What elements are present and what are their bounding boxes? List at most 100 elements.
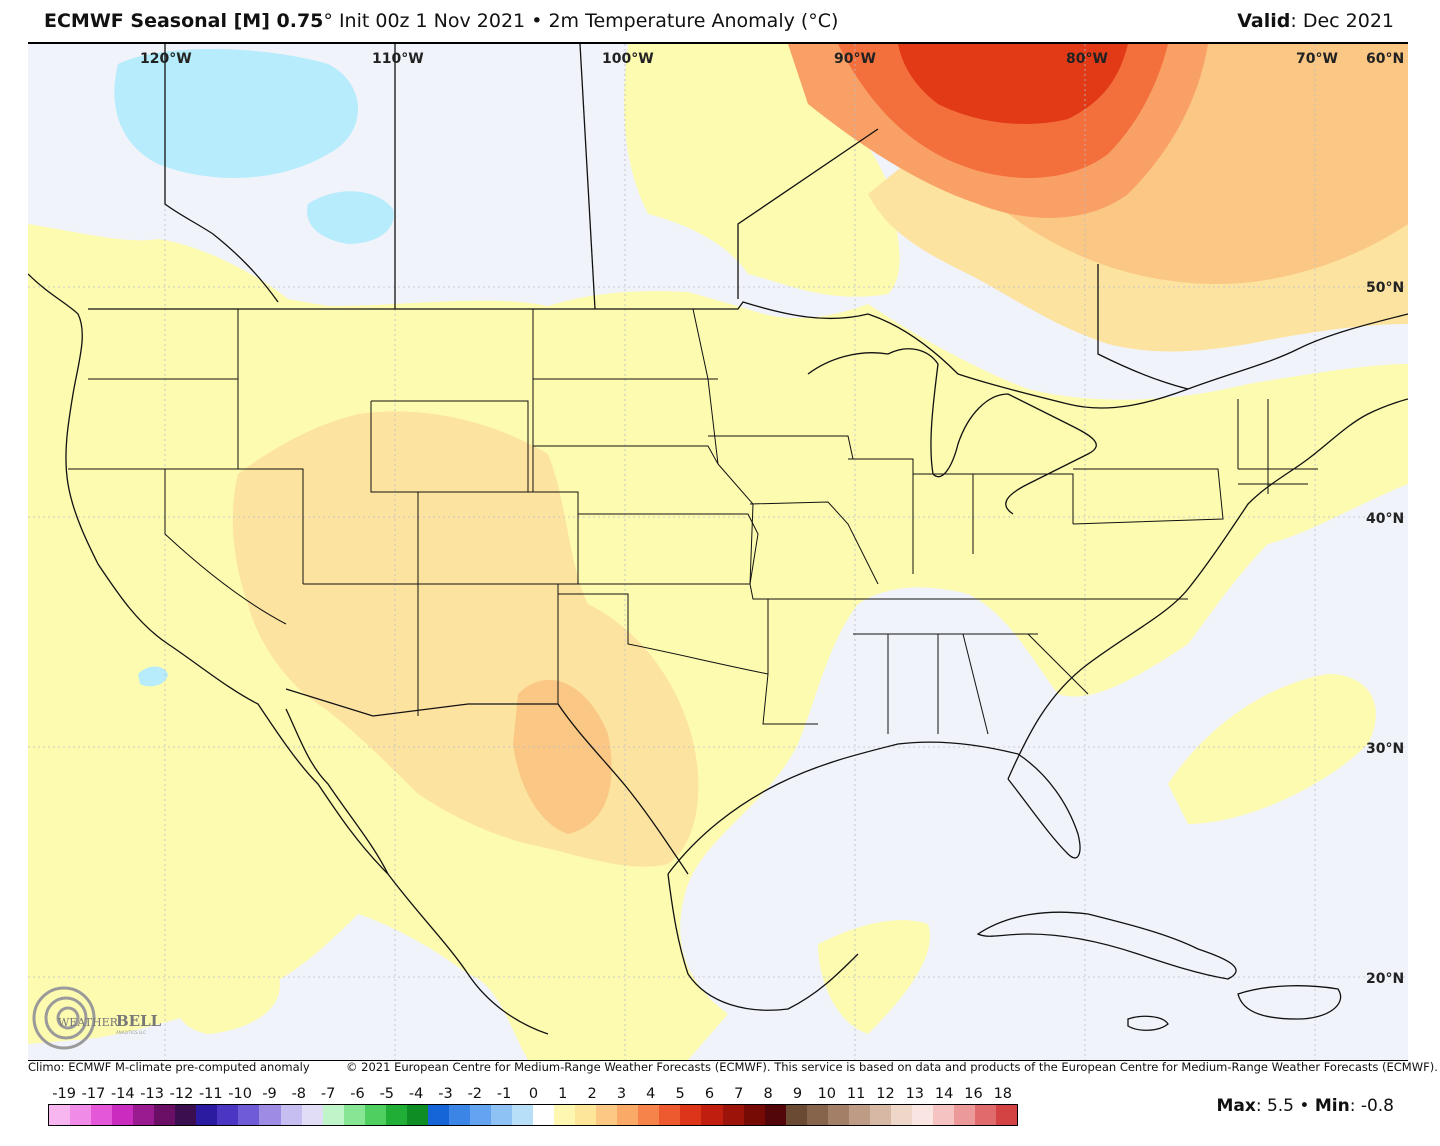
colorbar-swatch (743, 1105, 765, 1125)
colorbar-swatch (890, 1105, 912, 1125)
colorbar-swatch (806, 1105, 828, 1125)
copyright-credit: © 2021 European Centre for Medium-Range … (346, 1060, 1438, 1074)
colorbar-label: 14 (934, 1086, 954, 1102)
anomaly-region-neg-1-a (114, 49, 358, 178)
init-time: Init 00z 1 Nov 2021 (338, 10, 526, 32)
colorbar-swatch (954, 1105, 976, 1125)
colorbar-swatch (638, 1105, 660, 1125)
colorbar-swatch (469, 1105, 491, 1125)
max-value: : 5.5 (1255, 1096, 1294, 1116)
colorbar-label: -7 (320, 1086, 336, 1102)
colorbar-swatch (512, 1105, 534, 1125)
colorbar-label: -4 (408, 1086, 424, 1102)
colorbar-swatch (869, 1105, 891, 1125)
colorbar-label: 10 (817, 1086, 837, 1102)
colorbar-label: -11 (198, 1086, 223, 1102)
valid-label: Valid (1237, 10, 1291, 32)
colorbar-swatch (701, 1105, 723, 1125)
colorbar-swatch (533, 1105, 555, 1125)
lat-label-40n: 40°N (1366, 511, 1404, 527)
colorbar-swatch (785, 1105, 807, 1125)
colorbar-swatch (996, 1105, 1018, 1125)
lon-label-60n: 60°N (1366, 51, 1404, 67)
max-min-readout: Max: 5.5 • Min: -0.8 (1216, 1096, 1394, 1116)
logo-text-sub: ANALYTICS LLC (116, 1030, 146, 1035)
colorbar-swatch (133, 1105, 155, 1125)
colorbar-label: 4 (646, 1086, 656, 1102)
title-bullet: • (531, 10, 543, 32)
canada-province-on-qc (1097, 264, 1189, 390)
colorbar-swatch (343, 1105, 365, 1125)
colorbar-swatch (280, 1105, 302, 1125)
colorbar-swatch (722, 1105, 744, 1125)
anomaly-region-neg-1-b (307, 191, 394, 244)
colorbar-label: -6 (350, 1086, 365, 1102)
colorbar-label: -19 (52, 1086, 76, 1102)
mexico-gulf-coast (667, 873, 859, 1011)
map-gridlines (28, 44, 1408, 1060)
colorbar-label: 5 (675, 1086, 685, 1102)
colorbar-label: -3 (438, 1086, 453, 1102)
colorbar-label: 9 (792, 1086, 803, 1102)
colorbar-swatch (301, 1105, 323, 1125)
colorbar-label: -2 (467, 1086, 483, 1102)
colorbar-label: -13 (140, 1086, 164, 1102)
lat-label-20n: 20°N (1366, 971, 1404, 987)
colorbar-swatch (70, 1105, 92, 1125)
baja-coast (285, 708, 389, 875)
colorbar-label: -12 (169, 1086, 194, 1102)
colorbar-swatch (259, 1105, 281, 1125)
political-boundaries (28, 44, 1408, 1035)
colorbar-label: -8 (291, 1086, 307, 1102)
east-coast (1007, 398, 1408, 780)
colorbar-swatch (196, 1105, 218, 1125)
lon-label-80w: 80°W (1066, 51, 1108, 67)
colorbar-swatch (91, 1105, 113, 1125)
colorbar (48, 1104, 1018, 1126)
colorbar-swatch (448, 1105, 470, 1125)
jamaica (1127, 1015, 1169, 1031)
valid-value: : Dec 2021 (1290, 10, 1394, 32)
colorbar-swatch (680, 1105, 702, 1125)
colorbar-swatch (575, 1105, 597, 1125)
min-value: : -0.8 (1349, 1096, 1394, 1116)
colorbar-label: 16 (964, 1086, 983, 1102)
colorbar-swatch (764, 1105, 786, 1125)
canada-province-bc-ab (164, 44, 279, 303)
colorbar-label: 12 (876, 1086, 895, 1102)
colorbar-label: 1 (558, 1086, 568, 1102)
colorbar-swatch (154, 1105, 176, 1125)
max-label: Max (1216, 1096, 1256, 1116)
colorbar-label: -5 (379, 1086, 395, 1102)
valid-date: Valid: Dec 2021 (1237, 10, 1394, 32)
colorbar-label: -14 (110, 1086, 135, 1102)
stats-sep: • (1299, 1096, 1310, 1116)
colorbar-label: 13 (905, 1086, 925, 1102)
min-label: Min (1314, 1096, 1350, 1116)
colorbar-swatch (217, 1105, 239, 1125)
colorbar-label: 7 (734, 1086, 744, 1102)
colorbar-swatch (385, 1105, 407, 1125)
anomaly-region-0-1-pacific (174, 963, 280, 1034)
lat-label-50n: 50°N (1366, 280, 1404, 296)
anomaly-region-2-3 (513, 679, 612, 834)
us-state-borders (68, 308, 1318, 735)
colorbar-swatch (932, 1105, 955, 1125)
canada-province-mb-on (737, 128, 879, 299)
lon-label-100w: 100°W (602, 51, 654, 67)
colorbar-swatch (238, 1105, 260, 1125)
colorbar-label: -10 (228, 1086, 252, 1102)
anomaly-shading (28, 44, 1408, 1060)
gulf-coast (667, 741, 1081, 875)
colorbar-swatch (554, 1105, 576, 1125)
west-coast (28, 273, 549, 1035)
colorbar-label: 0 (528, 1086, 539, 1102)
climo-credit: Climo: ECMWF M-climate pre-computed anom… (28, 1060, 310, 1074)
colorbar-label: 11 (846, 1086, 866, 1102)
colorbar-label: 6 (704, 1086, 715, 1102)
colorbar-label: 8 (763, 1086, 773, 1102)
colorbar-swatch (406, 1105, 428, 1125)
longitude-labels: 120°W 110°W 100°W 90°W 80°W 70°W 60°N (140, 51, 1404, 67)
colorbar-label: 18 (993, 1086, 1013, 1102)
colorbar-swatch (175, 1105, 197, 1125)
